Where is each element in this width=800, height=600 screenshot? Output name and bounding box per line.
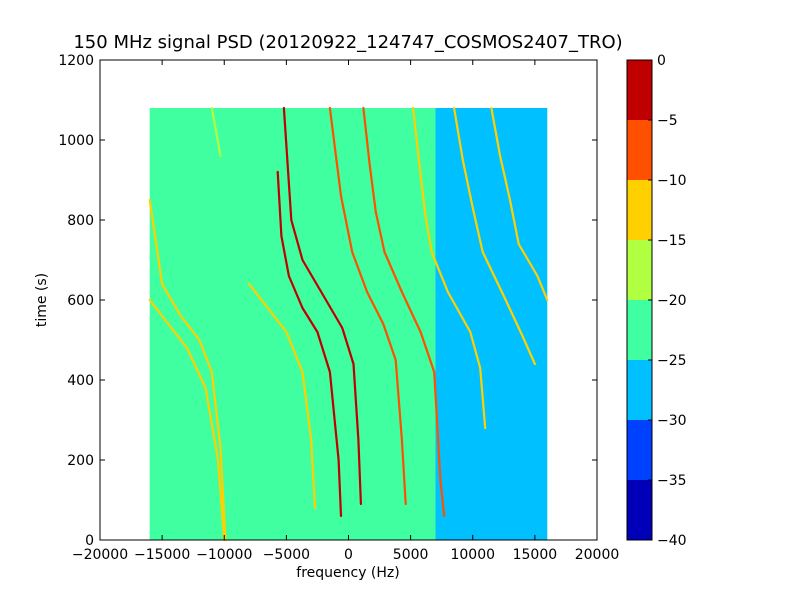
signal-trace-8 <box>412 106 487 430</box>
x-tick-label: 0 <box>344 547 353 563</box>
y-tick-label: 0 <box>85 533 94 549</box>
x-tick-label: 15000 <box>513 547 558 563</box>
colorbar-tick-label: 0 <box>657 53 666 69</box>
x-tick-label: 20000 <box>575 547 620 563</box>
x-tick-label: −15000 <box>134 547 190 563</box>
colorbar-tick-label: −15 <box>657 233 687 249</box>
y-tick-label: 600 <box>67 293 94 309</box>
colorbar-band-4 <box>627 240 652 300</box>
x-tick-label: −10000 <box>196 547 252 563</box>
colorbar-band-3 <box>627 300 652 360</box>
colorbar-tick-label: −40 <box>657 533 687 549</box>
plot-area <box>148 106 549 542</box>
x-tick-label: −5000 <box>263 547 310 563</box>
y-tick-label: 200 <box>67 453 94 469</box>
colorbar-band-0 <box>627 480 652 540</box>
x-tick-label: −20000 <box>72 547 128 563</box>
signal-trace-9 <box>453 106 536 366</box>
y-tick-label: 1200 <box>58 53 94 69</box>
signal-trace-1 <box>148 298 226 542</box>
x-axis-label: frequency (Hz) <box>296 565 399 581</box>
chart-title: 150 MHz signal PSD (20120922_124747_COSM… <box>73 32 622 53</box>
signal-trace-5 <box>282 106 362 506</box>
colorbar-tick-label: −35 <box>657 473 687 489</box>
x-tick-label: 5000 <box>393 547 429 563</box>
colorbar: −40 −35 −30 −25 −20 −15 −10 −5 0 <box>626 53 687 549</box>
y-tick-label: 400 <box>67 373 94 389</box>
colorbar-band-7 <box>627 60 652 120</box>
signal-trace-4 <box>276 170 343 518</box>
colorbar-band-6 <box>627 120 652 180</box>
psd-region-0 <box>149 108 436 540</box>
signal-trace-10 <box>490 106 549 302</box>
signal-trace-2 <box>210 106 222 158</box>
y-axis: 0 200 400 600 800 1000 1200 <box>58 53 597 549</box>
colorbar-tick-label: −10 <box>657 173 687 189</box>
psd-region-1 <box>435 108 548 540</box>
y-tick-label: 800 <box>67 213 94 229</box>
colorbar-band-1 <box>627 420 652 480</box>
x-tick-label: 10000 <box>450 547 495 563</box>
colorbar-tick-label: −20 <box>657 293 687 309</box>
colorbar-band-2 <box>627 360 652 420</box>
signal-trace-7 <box>362 106 446 518</box>
colorbar-tick-label: −25 <box>657 353 687 369</box>
y-tick-label: 1000 <box>58 133 94 149</box>
colorbar-band-5 <box>627 180 652 240</box>
colorbar-tick-label: −30 <box>657 413 687 429</box>
y-axis-label: time (s) <box>34 273 50 327</box>
signal-trace-3 <box>248 282 317 510</box>
colorbar-tick-label: −5 <box>657 113 678 129</box>
x-axis: −20000 −15000 −10000 −5000 0 5000 10000 15000 20… <box>72 60 619 563</box>
signal-trace-6 <box>328 106 407 506</box>
signal-trace-0 <box>148 198 227 542</box>
